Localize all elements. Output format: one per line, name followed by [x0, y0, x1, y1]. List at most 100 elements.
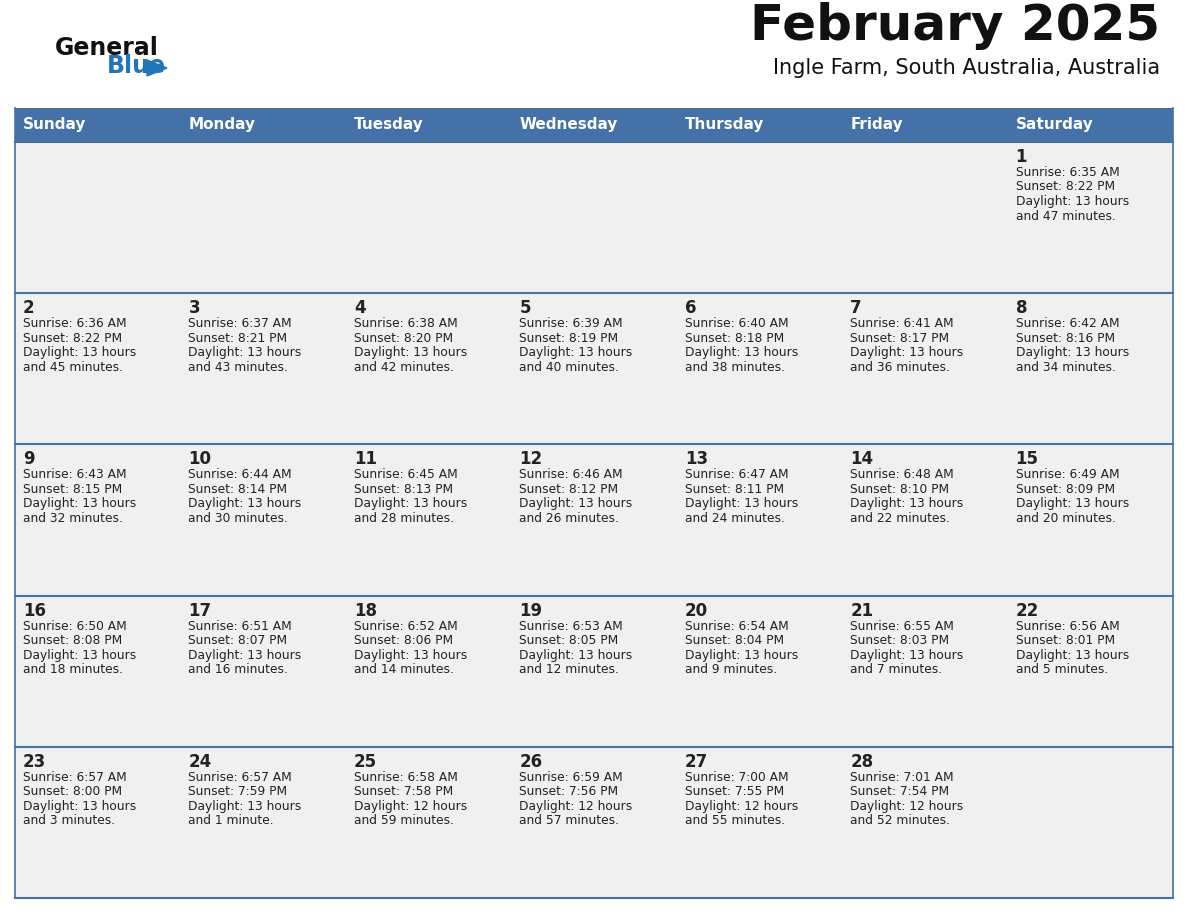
Text: Tuesday: Tuesday — [354, 118, 424, 132]
Text: Sunrise: 6:48 AM: Sunrise: 6:48 AM — [851, 468, 954, 481]
Text: Sunset: 8:08 PM: Sunset: 8:08 PM — [23, 634, 122, 647]
Text: Sunset: 8:11 PM: Sunset: 8:11 PM — [684, 483, 784, 496]
Text: Sunrise: 6:56 AM: Sunrise: 6:56 AM — [1016, 620, 1119, 633]
Text: 5: 5 — [519, 299, 531, 318]
Bar — [842, 108, 1007, 142]
Text: 13: 13 — [684, 451, 708, 468]
Text: 18: 18 — [354, 601, 377, 620]
Text: Daylight: 13 hours: Daylight: 13 hours — [189, 649, 302, 662]
Bar — [181, 747, 346, 898]
Text: Daylight: 13 hours: Daylight: 13 hours — [851, 346, 963, 359]
Polygon shape — [147, 60, 168, 76]
Text: and 26 minutes.: and 26 minutes. — [519, 512, 619, 525]
Text: and 3 minutes.: and 3 minutes. — [23, 814, 115, 827]
Text: and 45 minutes.: and 45 minutes. — [23, 361, 124, 374]
Text: Sunset: 8:17 PM: Sunset: 8:17 PM — [851, 331, 949, 344]
Text: Sunrise: 6:57 AM: Sunrise: 6:57 AM — [189, 771, 292, 784]
Text: Sunset: 8:18 PM: Sunset: 8:18 PM — [684, 331, 784, 344]
Text: 3: 3 — [189, 299, 200, 318]
Bar — [346, 444, 511, 596]
Bar — [1007, 293, 1173, 444]
Bar — [346, 747, 511, 898]
Text: Daylight: 13 hours: Daylight: 13 hours — [189, 498, 302, 510]
Bar — [842, 596, 1007, 747]
Text: Sunset: 8:07 PM: Sunset: 8:07 PM — [189, 634, 287, 647]
Text: Daylight: 12 hours: Daylight: 12 hours — [684, 800, 798, 812]
Text: 27: 27 — [684, 753, 708, 771]
Text: and 5 minutes.: and 5 minutes. — [1016, 663, 1108, 676]
Text: and 47 minutes.: and 47 minutes. — [1016, 209, 1116, 222]
Bar — [1007, 444, 1173, 596]
Bar — [842, 444, 1007, 596]
Text: Sunrise: 6:53 AM: Sunrise: 6:53 AM — [519, 620, 623, 633]
Text: Thursday: Thursday — [684, 118, 764, 132]
Text: 17: 17 — [189, 601, 211, 620]
Text: Friday: Friday — [851, 118, 903, 132]
Text: Sunset: 7:59 PM: Sunset: 7:59 PM — [189, 785, 287, 799]
Text: and 18 minutes.: and 18 minutes. — [23, 663, 124, 676]
Text: and 12 minutes.: and 12 minutes. — [519, 663, 619, 676]
Text: and 55 minutes.: and 55 minutes. — [684, 814, 785, 827]
Bar — [346, 142, 511, 293]
Text: Sunday: Sunday — [23, 118, 87, 132]
Text: 28: 28 — [851, 753, 873, 771]
Text: Daylight: 13 hours: Daylight: 13 hours — [684, 346, 798, 359]
Text: 20: 20 — [684, 601, 708, 620]
Text: Daylight: 13 hours: Daylight: 13 hours — [1016, 195, 1129, 208]
Text: Ingle Farm, South Australia, Australia: Ingle Farm, South Australia, Australia — [773, 58, 1159, 78]
Bar — [842, 747, 1007, 898]
Bar — [181, 293, 346, 444]
Text: Sunset: 8:19 PM: Sunset: 8:19 PM — [519, 331, 619, 344]
Text: Sunrise: 6:36 AM: Sunrise: 6:36 AM — [23, 318, 127, 330]
Text: Sunrise: 6:44 AM: Sunrise: 6:44 AM — [189, 468, 292, 481]
Bar — [677, 444, 842, 596]
Text: and 32 minutes.: and 32 minutes. — [23, 512, 122, 525]
Text: 19: 19 — [519, 601, 543, 620]
Text: Daylight: 13 hours: Daylight: 13 hours — [1016, 649, 1129, 662]
Text: Daylight: 13 hours: Daylight: 13 hours — [189, 800, 302, 812]
Bar — [677, 142, 842, 293]
Text: Sunset: 8:21 PM: Sunset: 8:21 PM — [189, 331, 287, 344]
Text: February 2025: February 2025 — [750, 2, 1159, 50]
Text: Sunrise: 6:57 AM: Sunrise: 6:57 AM — [23, 771, 127, 784]
Text: Sunrise: 6:58 AM: Sunrise: 6:58 AM — [354, 771, 457, 784]
Bar — [677, 596, 842, 747]
Text: Sunset: 8:06 PM: Sunset: 8:06 PM — [354, 634, 453, 647]
Text: Saturday: Saturday — [1016, 118, 1093, 132]
Text: Sunrise: 6:37 AM: Sunrise: 6:37 AM — [189, 318, 292, 330]
Bar — [346, 596, 511, 747]
Text: 25: 25 — [354, 753, 377, 771]
Text: and 16 minutes.: and 16 minutes. — [189, 663, 289, 676]
Text: 14: 14 — [851, 451, 873, 468]
Bar — [511, 747, 677, 898]
Bar — [677, 747, 842, 898]
Text: Daylight: 13 hours: Daylight: 13 hours — [519, 346, 632, 359]
Text: Sunset: 8:15 PM: Sunset: 8:15 PM — [23, 483, 122, 496]
Text: and 36 minutes.: and 36 minutes. — [851, 361, 950, 374]
Text: Daylight: 13 hours: Daylight: 13 hours — [354, 346, 467, 359]
Text: Sunset: 7:56 PM: Sunset: 7:56 PM — [519, 785, 619, 799]
Text: Sunrise: 6:51 AM: Sunrise: 6:51 AM — [189, 620, 292, 633]
Bar — [181, 142, 346, 293]
Bar — [1007, 108, 1173, 142]
Bar — [1007, 596, 1173, 747]
Text: Sunrise: 6:55 AM: Sunrise: 6:55 AM — [851, 620, 954, 633]
Text: Sunrise: 6:45 AM: Sunrise: 6:45 AM — [354, 468, 457, 481]
Text: Sunrise: 7:00 AM: Sunrise: 7:00 AM — [684, 771, 789, 784]
Bar — [511, 293, 677, 444]
Bar — [15, 142, 181, 293]
Text: 23: 23 — [23, 753, 46, 771]
Text: Daylight: 12 hours: Daylight: 12 hours — [519, 800, 632, 812]
Text: Sunset: 8:01 PM: Sunset: 8:01 PM — [1016, 634, 1114, 647]
Bar — [511, 142, 677, 293]
Text: Daylight: 13 hours: Daylight: 13 hours — [684, 649, 798, 662]
Text: Daylight: 13 hours: Daylight: 13 hours — [23, 800, 137, 812]
Text: 9: 9 — [23, 451, 34, 468]
Text: Sunset: 8:12 PM: Sunset: 8:12 PM — [519, 483, 619, 496]
Text: 22: 22 — [1016, 601, 1038, 620]
Text: Sunrise: 6:41 AM: Sunrise: 6:41 AM — [851, 318, 954, 330]
Text: Sunrise: 6:43 AM: Sunrise: 6:43 AM — [23, 468, 127, 481]
Text: 6: 6 — [684, 299, 696, 318]
Text: Sunset: 8:00 PM: Sunset: 8:00 PM — [23, 785, 122, 799]
Text: Sunrise: 6:49 AM: Sunrise: 6:49 AM — [1016, 468, 1119, 481]
